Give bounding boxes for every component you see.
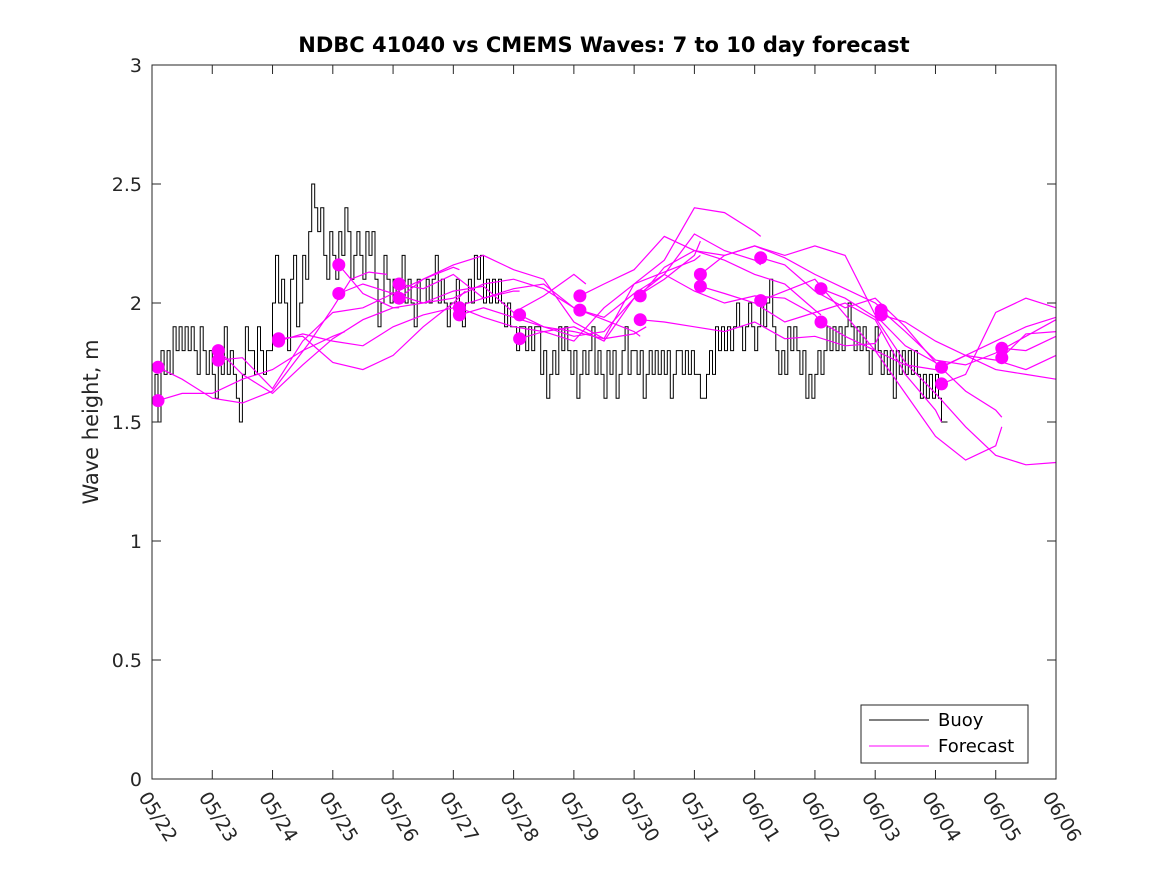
legend-box bbox=[860, 704, 1029, 764]
legend: Buoy Forecast bbox=[860, 704, 1029, 764]
forecast-marker bbox=[754, 294, 768, 308]
forecast-line bbox=[217, 307, 400, 395]
forecast-marker bbox=[573, 303, 587, 317]
forecast-line bbox=[760, 278, 1003, 461]
forecast-marker bbox=[814, 282, 828, 296]
forecast-marker bbox=[392, 277, 406, 291]
forecast-marker bbox=[935, 377, 948, 391]
legend-buoy-label: Buoy bbox=[938, 710, 984, 731]
forecast-marker bbox=[332, 258, 346, 272]
forecast-marker bbox=[151, 394, 165, 408]
forecast-marker bbox=[995, 351, 1009, 365]
forecast-marker bbox=[573, 289, 587, 303]
buoy-line bbox=[152, 183, 948, 423]
chart-title: NDBC 41040 vs CMEMS Waves: 7 to 10 day f… bbox=[298, 33, 909, 57]
forecast-line bbox=[880, 309, 1057, 366]
forecast-marker bbox=[935, 360, 948, 374]
y-tick-label: 2.5 bbox=[112, 174, 142, 196]
forecast-marker bbox=[814, 315, 828, 329]
forecast-line bbox=[579, 273, 822, 323]
forecast-marker bbox=[754, 251, 768, 265]
forecast-marker bbox=[151, 360, 165, 374]
y-tick-label: 1.5 bbox=[112, 412, 142, 434]
y-tick-label: 0 bbox=[130, 769, 142, 791]
forecast-line bbox=[338, 273, 587, 314]
y-tick-labels: 0 0.5 1 1.5 2 2.5 3 bbox=[112, 55, 142, 791]
y-tick-label: 2 bbox=[130, 293, 142, 315]
forecast-line bbox=[941, 297, 1057, 385]
forecast-marker bbox=[874, 308, 888, 322]
forecast-line bbox=[398, 254, 647, 340]
forecast-line bbox=[700, 285, 943, 423]
forecast-marker bbox=[633, 289, 647, 303]
forecast-marker bbox=[332, 287, 346, 300]
forecast-line bbox=[820, 288, 1057, 466]
forecast-line bbox=[700, 245, 942, 370]
forecast-marker bbox=[693, 267, 707, 281]
forecast-line bbox=[760, 257, 1003, 418]
forecast-line bbox=[459, 254, 701, 342]
y-axis-label: Wave height, m bbox=[79, 339, 103, 504]
buoy-series bbox=[152, 183, 948, 423]
forecast-line bbox=[398, 273, 641, 337]
forecast-line bbox=[640, 319, 882, 347]
forecast-markers bbox=[151, 251, 1009, 408]
forecast-line bbox=[218, 266, 460, 390]
forecast-line bbox=[639, 245, 882, 309]
legend-forecast-label: Forecast bbox=[938, 736, 1014, 757]
forecast-line bbox=[157, 271, 388, 404]
y-tick-label: 0.5 bbox=[112, 650, 142, 672]
forecast-series bbox=[157, 207, 1057, 466]
forecast-marker bbox=[633, 313, 647, 327]
forecast-line bbox=[519, 233, 762, 342]
axis-ticks bbox=[151, 64, 1057, 780]
forecast-marker bbox=[452, 308, 466, 322]
forecast-line bbox=[278, 290, 466, 371]
forecast-marker bbox=[693, 279, 707, 293]
plot-area bbox=[152, 65, 1056, 779]
y-tick-label: 3 bbox=[130, 55, 142, 77]
forecast-line bbox=[278, 290, 520, 347]
forecast-line bbox=[941, 354, 1057, 380]
forecast-marker bbox=[513, 308, 527, 322]
forecast-marker bbox=[995, 341, 1009, 355]
y-tick-label: 1 bbox=[130, 531, 142, 553]
forecast-line bbox=[157, 331, 346, 402]
forecast-line bbox=[579, 235, 822, 316]
forecast-marker bbox=[392, 291, 406, 305]
forecast-marker bbox=[272, 334, 286, 348]
forecast-marker bbox=[513, 332, 527, 346]
forecast-marker bbox=[211, 353, 225, 367]
forecast-line bbox=[338, 264, 580, 309]
forecast-marker bbox=[211, 344, 225, 358]
forecast-line bbox=[1001, 331, 1057, 359]
